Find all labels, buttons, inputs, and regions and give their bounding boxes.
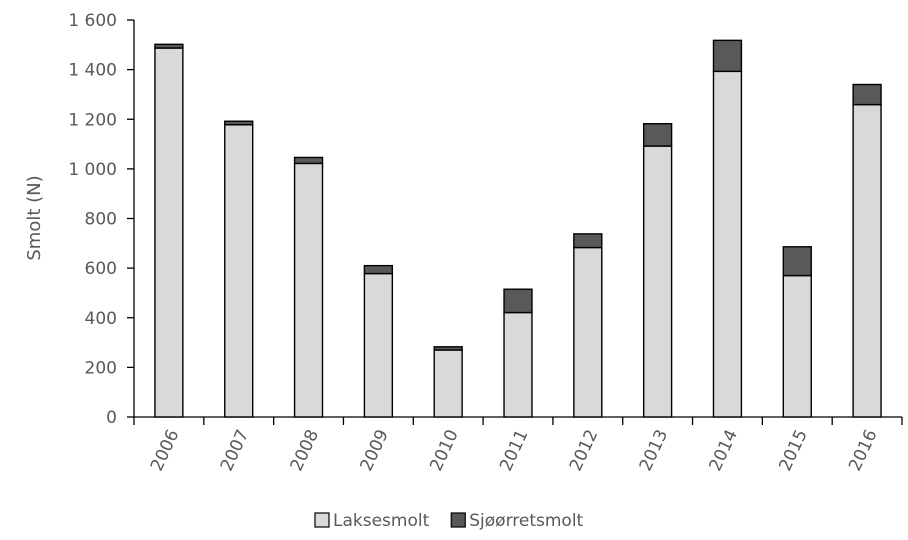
x-tick-label: 2008 <box>287 427 323 475</box>
legend-label: Sjøørretsmolt <box>469 511 583 531</box>
x-tick-label: 2006 <box>147 427 183 475</box>
bar-segment-sjoorretsmolt <box>363 264 394 275</box>
y-tick-label: 1 000 <box>68 160 117 180</box>
bar-segment-laksesmolt <box>154 47 184 418</box>
bar-segment-sjoorretsmolt <box>224 120 254 126</box>
bar-segment-sjoorretsmolt <box>293 156 324 165</box>
x-axis: 2006 2007 2008 2009 2010 2011 2012 2013 2014 2015… <box>133 416 903 475</box>
bar-segment-sjoorretsmolt <box>503 288 533 314</box>
x-tick-label: 2011 <box>496 427 532 475</box>
bar-segment-sjoorretsmolt <box>154 43 184 49</box>
bar-segment-laksesmolt <box>573 246 603 418</box>
y-tick-label: 1 200 <box>68 110 117 130</box>
x-tick-label: 2014 <box>706 427 742 475</box>
bar-segment-sjoorretsmolt <box>782 246 812 277</box>
y-tick-label: 800 <box>85 210 117 230</box>
y-tick-label: 0 <box>106 408 117 428</box>
bars <box>154 39 882 418</box>
y-tick-label: 600 <box>85 259 117 279</box>
bar-segment-laksesmolt <box>503 311 533 418</box>
bar-segment-laksesmolt <box>712 70 743 418</box>
legend: Laksesmolt Sjøørretsmolt <box>314 511 584 531</box>
bar-segment-laksesmolt <box>224 124 254 418</box>
y-tick-label: 400 <box>85 309 117 329</box>
bar-segment-laksesmolt <box>433 349 463 418</box>
y-axis: 0 200 400 600 800 1 000 1 200 1 400 1 600 <box>68 11 135 428</box>
bar-segment-sjoorretsmolt <box>642 123 673 147</box>
x-tick-label: 2007 <box>217 427 253 475</box>
y-tick-label: 1 400 <box>68 61 117 81</box>
x-tick-label: 2015 <box>775 427 811 475</box>
y-tick-label: 1 600 <box>68 11 117 31</box>
x-tick-label: 2010 <box>426 427 462 475</box>
bar-segment-sjoorretsmolt <box>852 83 882 106</box>
x-tick-label: 2016 <box>845 427 881 475</box>
legend-swatch <box>314 512 330 528</box>
x-tick-label: 2013 <box>636 427 672 475</box>
legend-label: Laksesmolt <box>333 511 430 531</box>
bar-segment-laksesmolt <box>363 272 394 418</box>
bar-segment-laksesmolt <box>293 162 324 418</box>
bar-segment-laksesmolt <box>782 274 812 418</box>
bar-segment-sjoorretsmolt <box>433 346 463 351</box>
y-tick-label: 200 <box>85 358 117 378</box>
x-tick-label: 2009 <box>356 427 392 475</box>
legend-swatch <box>450 512 466 528</box>
bar-segment-laksesmolt <box>642 145 673 418</box>
bar-segment-laksesmolt <box>852 103 882 418</box>
y-axis-title: Smolt (N) <box>24 175 45 260</box>
bar-segment-sjoorretsmolt <box>573 233 603 249</box>
x-tick-label: 2012 <box>566 427 602 475</box>
bar-segment-sjoorretsmolt <box>712 39 743 73</box>
